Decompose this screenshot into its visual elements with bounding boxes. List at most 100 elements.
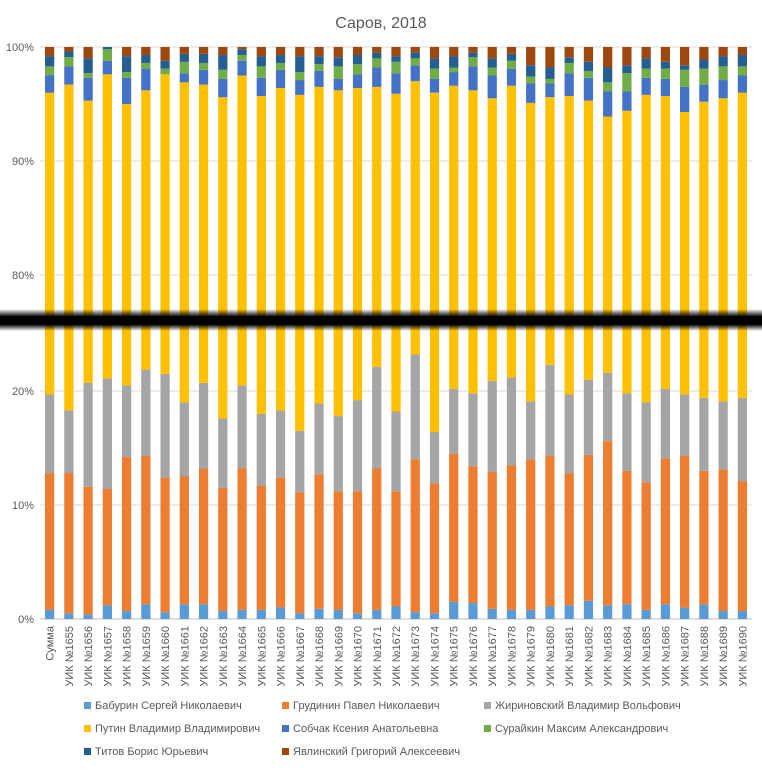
bar-segment — [218, 78, 228, 98]
bar-segment — [449, 67, 459, 73]
bar-segment — [372, 609, 382, 619]
x-tick-label: УИК №1677 — [487, 626, 499, 687]
bar-segment — [583, 317, 594, 380]
bar-segment — [545, 67, 555, 79]
bar-segment — [391, 411, 401, 492]
x-tick-label: УИК №1661 — [179, 626, 191, 687]
bar-segment — [314, 608, 324, 619]
bar-segment — [737, 75, 747, 93]
bar-segment — [314, 64, 324, 71]
bar-segment — [583, 77, 594, 101]
bar-segment — [352, 64, 363, 75]
bar-segment — [429, 483, 440, 614]
bar-segment — [333, 317, 343, 417]
bar-segment — [314, 403, 324, 475]
bar-segment — [372, 47, 382, 53]
bar-segment — [410, 354, 420, 460]
bar-segment — [468, 57, 478, 67]
bar-segment — [391, 491, 401, 607]
bar-segment — [429, 613, 440, 619]
x-tick-label: УИК №1668 — [314, 626, 326, 687]
bar-segment — [275, 69, 286, 89]
bar-segment — [295, 613, 305, 619]
bar-segment — [526, 83, 536, 103]
bar-segment — [83, 486, 93, 615]
y-tick-label: 20% — [12, 386, 34, 398]
bar-segment — [237, 385, 247, 469]
bar-segment — [660, 96, 671, 322]
x-tick-label: УИК №1655 — [64, 626, 76, 687]
bar-segment — [603, 82, 613, 92]
x-tick-label: УИК №1682 — [583, 626, 595, 687]
bar-segment — [256, 413, 266, 486]
bar-segment — [737, 66, 747, 76]
bar-segment — [237, 49, 247, 55]
bar-segment — [526, 317, 536, 402]
bar-segment — [449, 72, 459, 86]
bar-segment — [102, 74, 112, 322]
bar-segment — [218, 54, 228, 70]
x-tick-label: УИК №1685 — [641, 626, 653, 687]
x-tick-label: УИК №1678 — [506, 626, 518, 687]
bar-segment — [198, 383, 209, 469]
bar-segment — [141, 54, 151, 63]
bar-segment — [121, 47, 132, 57]
bar-segment — [718, 80, 728, 99]
bar-segment — [583, 70, 594, 78]
bar-segment — [737, 47, 747, 55]
bar-segment — [737, 611, 747, 619]
bar-segment — [141, 604, 151, 619]
bar-segment — [45, 92, 55, 322]
bar-segment — [237, 54, 247, 61]
bar-segment — [45, 473, 55, 610]
bar-segment — [487, 380, 497, 472]
bar-segment — [641, 77, 651, 95]
bar-segment — [218, 97, 228, 322]
bar-segment — [45, 56, 55, 67]
bar-segment — [410, 65, 420, 82]
bar-segment — [275, 607, 286, 619]
legend-swatch — [84, 725, 91, 732]
bar-segment — [449, 453, 459, 602]
bar-segment — [468, 47, 478, 53]
legend-swatch — [484, 702, 491, 709]
bar-segment — [83, 317, 93, 384]
bar-segment — [737, 54, 747, 67]
bar-segment — [198, 62, 209, 70]
bar-segment — [660, 78, 671, 97]
bar-segment — [160, 74, 170, 322]
bar-segment — [699, 397, 709, 471]
bar-segment — [102, 489, 112, 606]
bar-segment — [641, 94, 651, 322]
x-tick-label: УИК №1669 — [333, 626, 345, 687]
bar-segment — [256, 47, 266, 57]
y-tick-label: 90% — [12, 156, 34, 168]
bar-segment — [506, 47, 517, 54]
bar-segment — [699, 68, 709, 85]
bar-segment — [333, 90, 343, 322]
bar-segment — [506, 68, 517, 86]
bar-segment — [64, 51, 74, 58]
bar-segment — [641, 482, 651, 610]
x-tick-label: УИК №1687 — [680, 626, 692, 687]
bar-segment — [45, 609, 55, 619]
bar-segment — [102, 60, 112, 75]
bar-segment — [160, 47, 170, 61]
bar-segment — [179, 317, 189, 403]
x-tick-label: УИК №1663 — [218, 626, 230, 687]
bar-segment — [218, 47, 228, 55]
bar-segment — [218, 418, 228, 488]
bar-segment — [83, 614, 93, 619]
bar-segment — [121, 317, 132, 386]
bar-segment — [45, 47, 55, 57]
bar-segment — [603, 372, 613, 442]
bar-segment — [506, 609, 517, 619]
bar-segment — [141, 90, 151, 322]
bar-segment — [699, 47, 709, 60]
bar-segment — [410, 612, 420, 619]
bar-segment — [622, 65, 632, 74]
legend-label: Бабурин Сергей Николаевич — [95, 700, 242, 712]
x-tick-label: УИК №1657 — [102, 626, 114, 687]
bar-segment — [660, 68, 671, 79]
bar-segment — [198, 604, 209, 619]
